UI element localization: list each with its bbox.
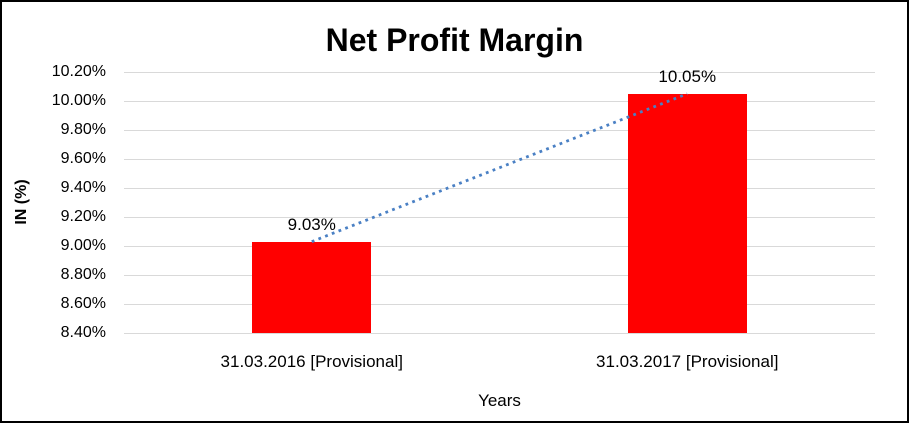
y-tick-label: 9.80% xyxy=(60,121,106,138)
gridline xyxy=(124,245,875,247)
category-label: 31.03.2017 [Provisional] xyxy=(596,352,779,371)
y-tick-label: 9.20% xyxy=(60,208,106,225)
trendline xyxy=(311,92,688,243)
y-tick-label: 8.80% xyxy=(60,266,106,283)
gridline xyxy=(124,216,875,218)
bar xyxy=(252,241,372,333)
data-label: 9.03% xyxy=(287,214,336,234)
x-axis-title: Years xyxy=(478,391,521,410)
gridline xyxy=(124,100,875,102)
gridline xyxy=(124,187,875,189)
y-tick-label: 10.00% xyxy=(51,92,106,109)
gridline xyxy=(124,71,875,73)
gridline xyxy=(124,158,875,160)
gridline xyxy=(124,303,875,305)
data-label: 10.05% xyxy=(658,66,717,86)
y-tick-label: 9.60% xyxy=(60,150,106,167)
gridline xyxy=(124,274,875,276)
y-tick-label: 8.60% xyxy=(60,295,106,312)
y-tick-label: 10.20% xyxy=(51,63,106,80)
y-tick-label: 9.00% xyxy=(60,237,106,254)
bar xyxy=(627,93,747,333)
y-tick-label: 9.40% xyxy=(60,179,106,196)
gridline xyxy=(124,129,875,131)
category-label: 31.03.2016 [Provisional] xyxy=(220,352,403,371)
gridline xyxy=(124,332,875,334)
y-tick-label: 8.40% xyxy=(60,324,106,341)
chart-title: Net Profit Margin xyxy=(325,22,584,58)
